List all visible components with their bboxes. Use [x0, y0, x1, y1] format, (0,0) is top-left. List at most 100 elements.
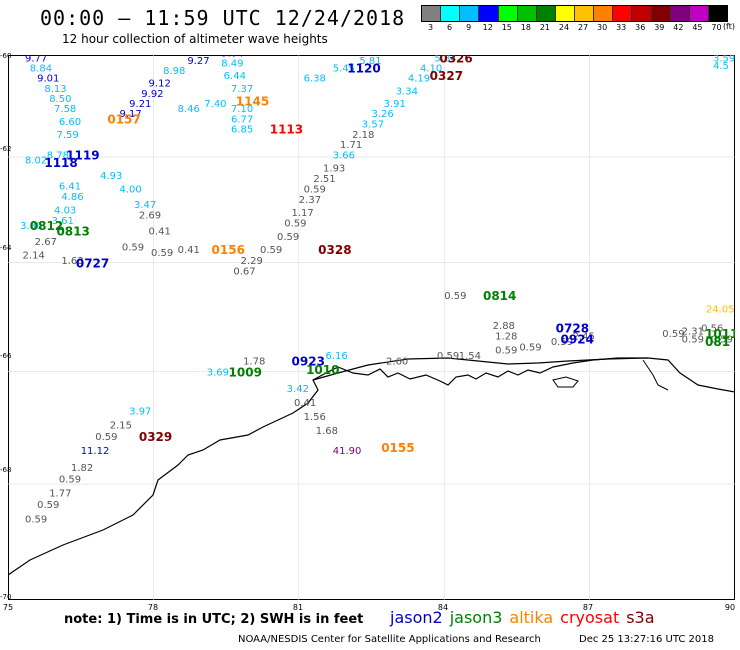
legend-swatch-33: [613, 6, 633, 21]
pass-time-label: 1118: [44, 156, 77, 170]
color-scale-legend: 3 6 9 12 15 18 21 24 27 30 33 36 39 42 45 70 (ft): [421, 5, 735, 35]
wave-height-value: 0.59: [260, 245, 282, 256]
wave-height-value: 8.84: [30, 64, 52, 75]
pass-time-label: 0814: [483, 289, 516, 303]
wave-height-value: 9.17: [119, 109, 141, 120]
wave-height-value: 0.41: [149, 227, 171, 238]
wave-height-value: 8.50: [49, 94, 71, 105]
wave-height-value: 3.61: [52, 216, 74, 227]
pass-time-label: 081: [705, 335, 730, 349]
wave-height-value: 1.17: [292, 208, 314, 219]
wave-height-value: 7.40: [204, 99, 226, 110]
wave-height-value: 0.59: [151, 248, 173, 259]
coastal-inlet: [642, 359, 669, 391]
pass-time-label: 1009: [229, 366, 262, 380]
wave-height-value: 2.14: [23, 251, 45, 262]
map-panel: 9.77 8.84 9.01 8.13 8.50 7.58 6.60 7.59 8.02 8.78…: [8, 55, 735, 600]
pass-time-label: 0155: [381, 441, 414, 455]
pass-time-label: 1145: [236, 94, 269, 108]
wave-height-value: 3.86: [20, 221, 42, 232]
legend-swatch-21: [536, 6, 556, 21]
lon-label-81: 81: [292, 603, 304, 612]
wave-height-value: 4.10: [420, 64, 442, 75]
page-title: 00:00 – 11:59 UTC 12/24/2018: [40, 6, 406, 30]
legend-tick-27: 27: [577, 23, 589, 32]
pass-time-label: 0157: [107, 112, 140, 126]
lon-label-90: 90: [724, 603, 736, 612]
satellite-jason3: jason3: [449, 608, 503, 627]
lat-label-68: -68: [0, 466, 12, 474]
wave-height-value: 2.37: [299, 195, 321, 206]
wave-height-value: 6.77: [231, 114, 253, 125]
wave-height-value: 4.93: [100, 171, 122, 182]
pass-time-label: 0327: [430, 69, 463, 83]
legend-swatch-12: [479, 6, 499, 21]
legend-tick-24: 24: [558, 23, 570, 32]
wave-height-value: 4.86: [61, 192, 83, 203]
wave-height-value: 3.91: [384, 99, 406, 110]
lat-label-64: -64: [0, 244, 12, 252]
credit-line: NOAA/NESDIS Center for Satellite Applica…: [238, 634, 541, 645]
wave-height-value: 1.82: [71, 463, 93, 474]
pass-time-label: 0156: [212, 243, 245, 257]
wave-height-value: 1.28: [495, 332, 517, 343]
wave-height-value: 9.04: [221, 55, 243, 59]
page-subtitle: 12 hour collection of altimeter wave hei…: [62, 32, 328, 46]
wave-height-value: 5.84: [435, 55, 457, 65]
wave-height-value: 3.47: [134, 200, 156, 211]
legend-tick-70: 70: [711, 23, 722, 32]
wave-height-value: 2.18: [352, 130, 374, 141]
wave-height-value: 3.26: [372, 109, 394, 120]
wave-height-value: 2.51: [313, 174, 335, 185]
pass-time-label: 0924: [561, 332, 594, 346]
wave-height-value: 7.58: [54, 104, 76, 115]
wave-height-value: 0.59: [519, 343, 541, 354]
map-frame: [8, 55, 735, 600]
pass-time-label: 0326: [439, 55, 472, 66]
lon-label-84: 84: [437, 603, 449, 612]
lat-lon-grid: [8, 55, 735, 600]
wave-height-value: 8.78: [47, 150, 69, 161]
wave-height-value: 2.15: [110, 421, 132, 432]
legend-swatch-18: [517, 6, 537, 21]
wave-height-value: 0.41: [294, 398, 316, 409]
legend-swatch-27: [575, 6, 595, 21]
pass-time-label: 0812: [30, 219, 63, 233]
legend-swatch-9: [460, 6, 480, 21]
wave-height-value: 4.03: [54, 205, 76, 216]
wave-height-value: 0.59: [277, 232, 299, 243]
legend-swatch-70: [708, 6, 727, 21]
legend-tick-42: 42: [673, 23, 684, 32]
legend-swatch-24: [555, 6, 575, 21]
wave-height-value: 3.66: [333, 150, 355, 161]
wave-height-value: 6.60: [59, 117, 81, 128]
satellite-s3a: s3a: [626, 608, 655, 627]
wave-height-value: 3.57: [362, 119, 384, 130]
ice-shelf-outline: [312, 357, 649, 381]
legend-swatch-30: [594, 6, 614, 21]
wave-height-value: 2.45: [573, 332, 595, 343]
wave-height-value: 0.59: [37, 500, 59, 511]
wave-height-value: 0.59: [682, 334, 704, 345]
wave-height-value: 8.46: [178, 104, 200, 115]
pass-time-label: 0329: [139, 430, 172, 444]
wave-height-value: 41.90: [333, 446, 362, 457]
pass-time-label: 0813: [56, 225, 89, 239]
pass-time-label: 0728: [556, 322, 589, 336]
legend-unit: (ft): [722, 22, 735, 31]
wave-height-value: 0.59: [662, 329, 684, 340]
wave-height-value: 1.63: [61, 256, 83, 267]
wave-height-value: 4.5: [713, 61, 729, 72]
wave-height-value: 6.44: [224, 71, 246, 82]
pass-time-label: 1113: [270, 123, 303, 137]
wave-height-value: 1.77: [49, 489, 71, 500]
generated-timestamp: Dec 25 13:27:16 UTC 2018: [579, 634, 714, 645]
wave-height-value: 0.59: [304, 184, 326, 195]
wave-height-value: 9.01: [37, 74, 59, 85]
legend-tick-3: 3: [427, 23, 434, 32]
wave-height-value: 24.05: [706, 304, 735, 315]
antarctic-coastline: [8, 357, 735, 576]
satellite-cryosat: cryosat: [560, 608, 620, 627]
wave-height-value: 0.59: [711, 334, 733, 345]
wave-height-value: 0.59: [551, 337, 573, 348]
